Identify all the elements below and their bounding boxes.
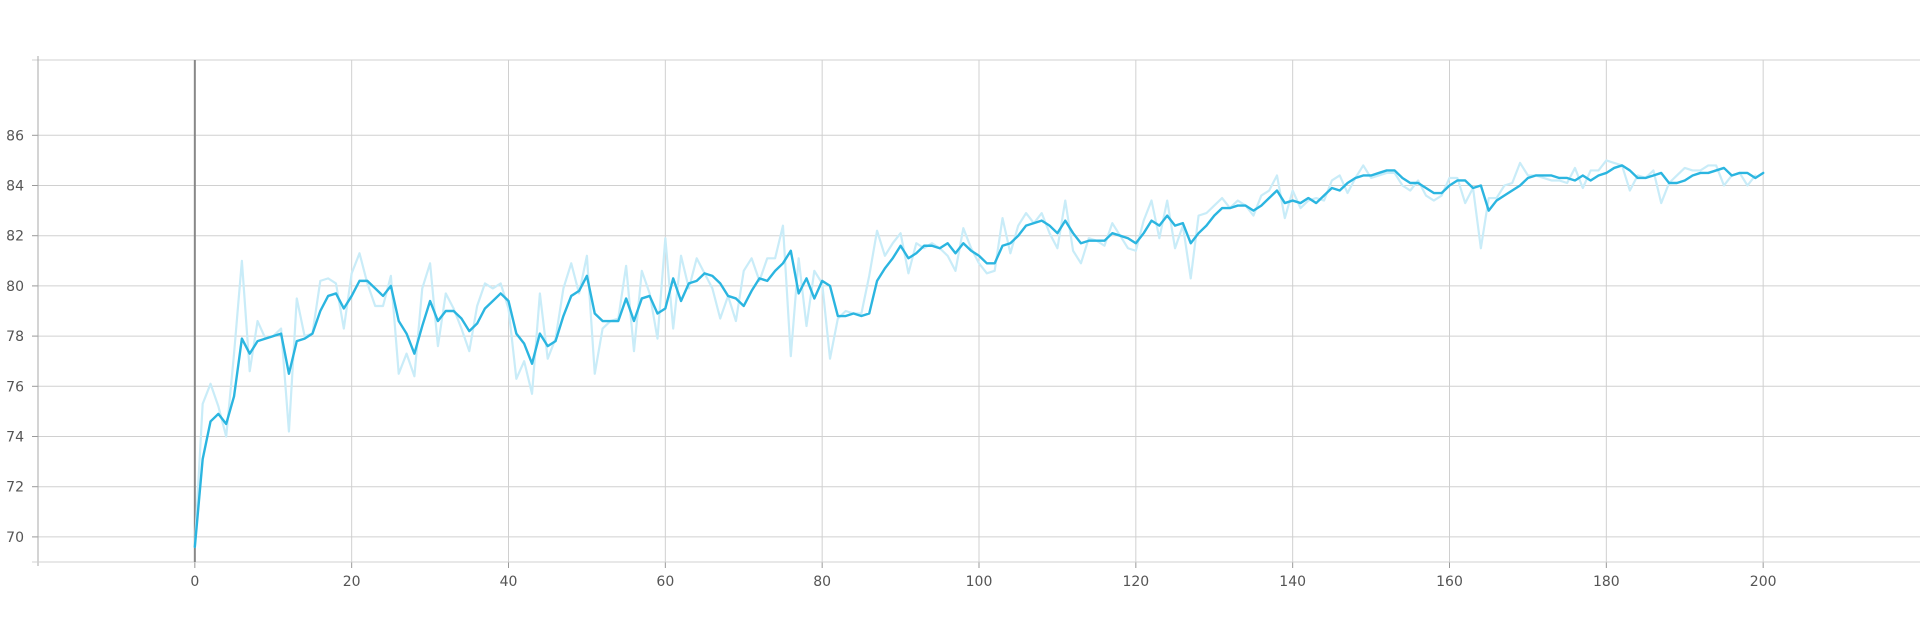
series-line-raw: [193, 159, 1757, 549]
y-tick-label: 74: [6, 430, 24, 446]
y-tick-label: 72: [6, 480, 24, 496]
y-tick-label: 78: [6, 329, 24, 345]
series-line-smoothed: [193, 164, 1765, 549]
x-tick-label: 200: [1750, 574, 1777, 590]
x-tick-label: 160: [1436, 574, 1463, 590]
y-tick-labels: 70 72 74 76 78 80 82 84 86: [6, 128, 24, 546]
grid: [32, 59, 1920, 562]
x-tick-label: 20: [343, 574, 361, 590]
x-tick-label: 140: [1279, 574, 1306, 590]
y-tick-label: 76: [6, 379, 24, 395]
x-tick-label: 100: [966, 574, 993, 590]
y-tick-label: 82: [6, 229, 24, 245]
x-tick-label: 60: [656, 574, 674, 590]
x-tick-label: 80: [813, 574, 831, 590]
y-tick-label: 80: [6, 279, 24, 295]
x-tick-label: 180: [1593, 574, 1620, 590]
series-lines: [193, 159, 1765, 549]
x-tick-label: 0: [190, 574, 199, 590]
x-tick-labels: 0 20 40 60 80 100 120 140 160 180 200: [190, 574, 1776, 590]
y-tick-label: 84: [6, 179, 24, 195]
y-tick-label: 86: [6, 128, 24, 144]
x-tick-label: 40: [500, 574, 518, 590]
x-tick-label: 120: [1122, 574, 1149, 590]
y-tick-label: 70: [6, 530, 24, 546]
axes: [32, 56, 1920, 568]
